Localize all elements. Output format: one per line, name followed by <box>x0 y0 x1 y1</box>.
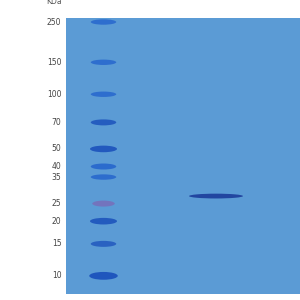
Bar <box>66 18 300 294</box>
Text: 250: 250 <box>47 17 62 26</box>
Text: 20: 20 <box>52 217 62 226</box>
Ellipse shape <box>91 241 116 247</box>
Text: 35: 35 <box>52 172 61 182</box>
Text: 25: 25 <box>52 199 62 208</box>
Ellipse shape <box>91 60 116 65</box>
Ellipse shape <box>91 174 116 180</box>
Text: KDa: KDa <box>46 0 62 6</box>
Ellipse shape <box>189 194 243 199</box>
Ellipse shape <box>91 92 116 97</box>
Ellipse shape <box>90 218 117 224</box>
Text: 10: 10 <box>52 271 62 280</box>
Ellipse shape <box>90 146 117 152</box>
Text: 40: 40 <box>52 162 61 171</box>
Text: MW: MW <box>116 0 148 2</box>
Ellipse shape <box>89 272 118 280</box>
Text: 150: 150 <box>47 58 62 67</box>
Ellipse shape <box>91 164 116 169</box>
Text: 100: 100 <box>47 90 62 99</box>
Text: 15: 15 <box>52 239 62 248</box>
Text: 70: 70 <box>52 118 61 127</box>
Ellipse shape <box>91 19 116 25</box>
Ellipse shape <box>92 201 115 207</box>
Ellipse shape <box>91 119 116 125</box>
Text: 50: 50 <box>52 144 61 153</box>
